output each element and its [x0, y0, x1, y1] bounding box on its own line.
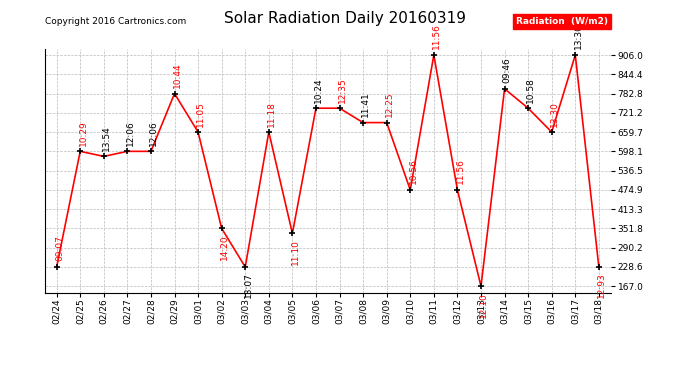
Text: 09:46: 09:46 — [503, 57, 512, 83]
Text: Radiation  (W/m2): Radiation (W/m2) — [516, 17, 608, 26]
Text: 11:56: 11:56 — [432, 24, 441, 50]
Text: 13:54: 13:54 — [102, 125, 111, 151]
Text: 12:06: 12:06 — [126, 120, 135, 146]
Text: 11:10: 11:10 — [290, 239, 299, 265]
Text: 12:25: 12:25 — [385, 92, 394, 117]
Text: 13:30: 13:30 — [573, 24, 582, 50]
Text: 10:24: 10:24 — [314, 77, 323, 103]
Text: 11:41: 11:41 — [362, 91, 371, 117]
Text: Solar Radiation Daily 20160319: Solar Radiation Daily 20160319 — [224, 11, 466, 26]
Text: 12:35: 12:35 — [338, 77, 347, 103]
Text: 13:30: 13:30 — [550, 100, 559, 126]
Text: 12:06: 12:06 — [149, 120, 158, 146]
Text: 10:44: 10:44 — [172, 62, 181, 88]
Text: 12:10: 12:10 — [480, 292, 489, 318]
Text: Copyright 2016 Cartronics.com: Copyright 2016 Cartronics.com — [45, 17, 186, 26]
Text: 10:56: 10:56 — [408, 159, 417, 184]
Text: 11:18: 11:18 — [267, 100, 276, 126]
Text: 13:07: 13:07 — [244, 273, 253, 298]
Text: 11:56: 11:56 — [455, 159, 464, 184]
Text: 09:07: 09:07 — [55, 236, 64, 261]
Text: 14:20: 14:20 — [220, 234, 229, 260]
Text: 12:93: 12:93 — [597, 273, 606, 298]
Text: 10:58: 10:58 — [526, 77, 535, 103]
Text: 11:05: 11:05 — [197, 100, 206, 126]
Text: 10:29: 10:29 — [79, 120, 88, 146]
